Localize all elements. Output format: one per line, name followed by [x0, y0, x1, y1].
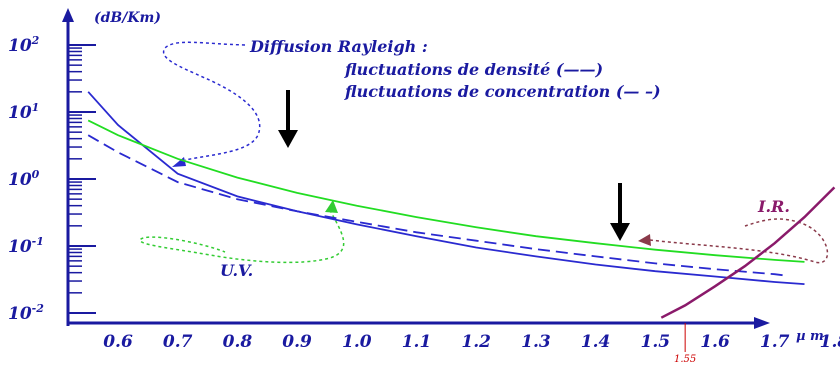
x-tick-label: 0.7: [163, 332, 193, 352]
y-tick-label: 10-2: [8, 302, 44, 324]
rayleigh-callout-curve: [162, 41, 261, 161]
y-tick-label: 10-1: [8, 235, 44, 257]
series-group: [87, 91, 836, 319]
x-tick-label: 1.8: [820, 332, 840, 352]
rayleigh-title: Diffusion Rayleigh :: [249, 37, 428, 56]
series-line-1: [87, 134, 787, 277]
series-line-2: [87, 119, 805, 263]
x-tick-label: 1.4: [581, 332, 611, 352]
x-tick-label: 1.1: [402, 332, 432, 352]
x-tick-label: 1.0: [342, 332, 372, 352]
x-tick-label: 1.5: [641, 332, 671, 352]
y-tick-label: 101: [8, 101, 39, 123]
x-tick-label: 1.2: [461, 332, 491, 352]
rayleigh-density-label: fluctuations de densité (——): [344, 60, 603, 79]
y-ticks: 102 101 100 10-1 10-2: [8, 34, 96, 324]
rayleigh-concentration-label: fluctuations de concentration (— –): [344, 82, 661, 101]
uv-label: U.V.: [220, 261, 253, 280]
x-tick-label: 0.8: [223, 332, 253, 352]
down-arrow-2-head-icon: [610, 223, 630, 241]
x-axis-label: µ m: [796, 329, 824, 344]
y-axis-arrow-icon: [62, 8, 74, 22]
x-tick-label: 0.9: [282, 332, 312, 352]
series-line-0: [87, 91, 805, 285]
x-tick-label: 1.3: [521, 332, 551, 352]
x-tick-label: 1.7: [760, 332, 790, 352]
x-tick-label: 1.6: [700, 332, 730, 352]
uv-arrow-icon: [325, 200, 338, 213]
x-ticks: 0.6 0.7 0.8 0.9 1.0 1.1 1.2 1.3 1.4 1.5 1.6 1.7 1.8: [103, 332, 840, 352]
ir-arrow-icon: [638, 234, 651, 246]
x-axis-arrow-icon: [754, 317, 770, 329]
ir-label: I.R.: [757, 197, 790, 216]
uv-callout-curve: [139, 209, 345, 264]
y-tick-label: 102: [8, 34, 40, 56]
ir-callout-curve: [649, 218, 829, 264]
y-tick-label: 100: [8, 168, 40, 190]
x-tick-label: 0.6: [103, 332, 133, 352]
series-line-3: [660, 186, 836, 319]
y-axis-label: (dB/Km): [94, 10, 161, 26]
down-arrow-1-head-icon: [278, 130, 298, 148]
wavelength-marker-label: 1.55: [674, 354, 696, 365]
